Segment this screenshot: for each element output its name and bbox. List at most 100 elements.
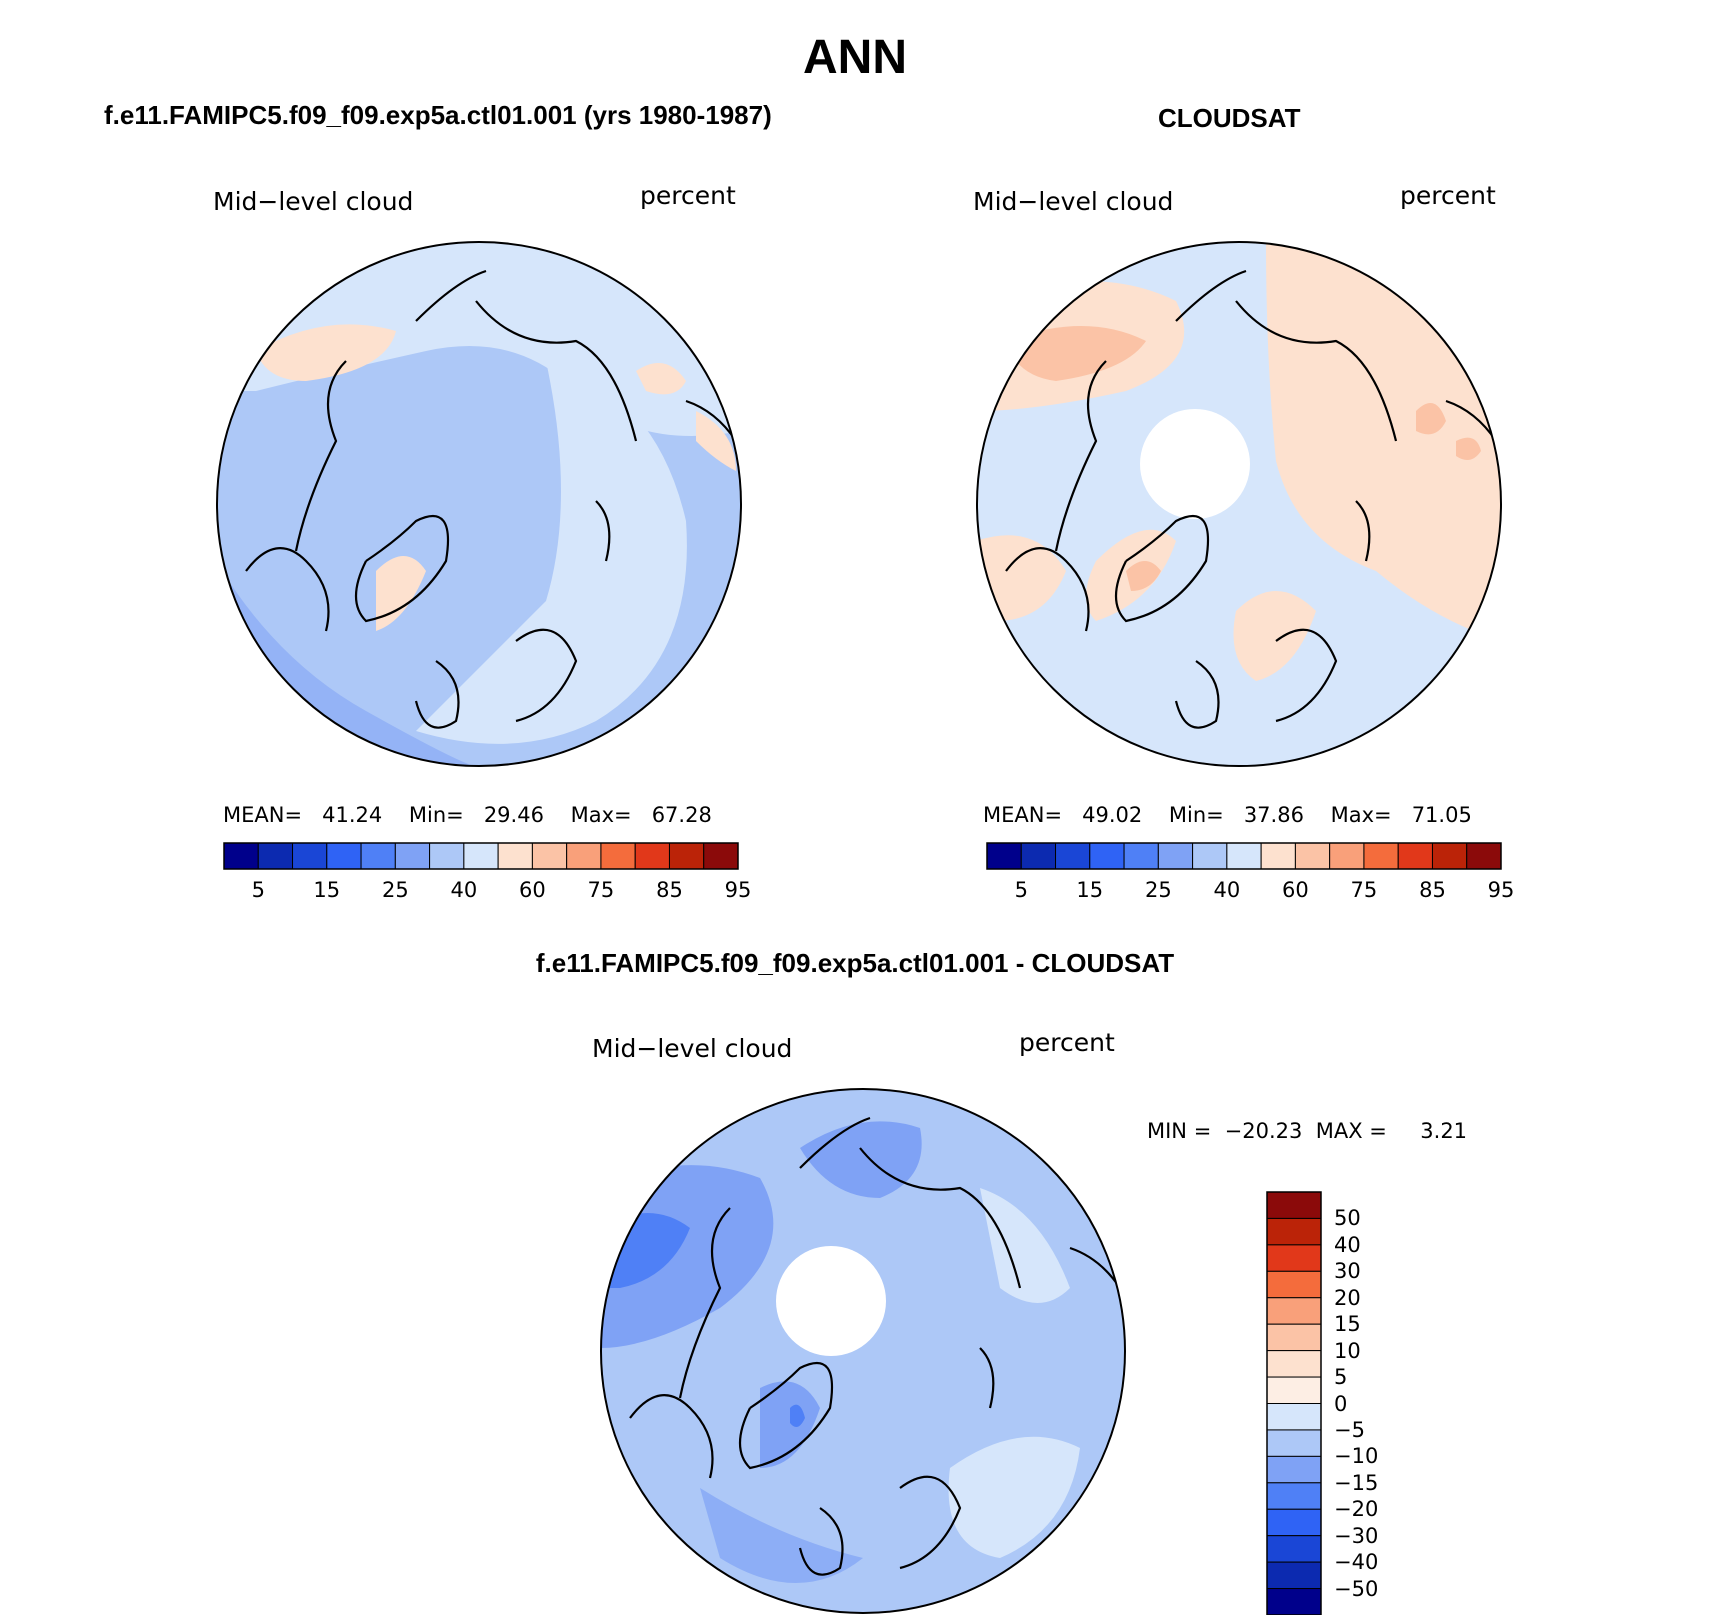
left-max-value: 67.28 xyxy=(651,803,712,827)
right-colorbar-box-6 xyxy=(1192,842,1228,870)
left-map-patch-3 xyxy=(696,411,736,471)
diff-map-missing-data-hole xyxy=(776,1246,886,1356)
diff-colorbar-box-1 xyxy=(1266,1217,1322,1246)
right-colorbar-box-12 xyxy=(1397,842,1433,870)
difference-panel-title: f.e11.FAMIPC5.f09_f09.exp5a.ctl01.001 - … xyxy=(535,948,1175,978)
left-colorbar-tick-label: 85 xyxy=(656,878,683,902)
diff-colorbar-box-2 xyxy=(1266,1244,1322,1272)
diff-variable-label: Mid−level cloud xyxy=(592,1034,793,1063)
figure-title: ANN xyxy=(803,31,907,84)
right-colorbar-tick-label: 5 xyxy=(1014,878,1028,902)
diff-colorbar-box-12 xyxy=(1266,1508,1322,1537)
diff-colorbar-box-4 xyxy=(1266,1297,1322,1325)
diff-colorbar-tick-label: 0 xyxy=(1334,1391,1348,1416)
left-colorbar-box-10 xyxy=(566,842,602,870)
left-stats: MEAN= 41.24 Min= 29.46 Max= 67.28 xyxy=(223,803,712,827)
diff-map-patch-northeast xyxy=(980,1188,1070,1303)
right-panel-title: CLOUDSAT xyxy=(1158,103,1301,133)
left-colorbar-box-0 xyxy=(223,842,259,870)
diff-colorbar-tick-label: −5 xyxy=(1334,1417,1365,1442)
difference-colorbar xyxy=(1266,1191,1322,1615)
right-colorbar-tick-label: 75 xyxy=(1350,878,1378,902)
diff-map-coastlines xyxy=(629,1116,1121,1576)
right-colorbar-tick-label: 40 xyxy=(1213,878,1241,902)
right-colorbar-tick-label: 25 xyxy=(1144,878,1172,902)
left-colorbar-box-3 xyxy=(326,842,362,870)
right-colorbar-box-0 xyxy=(986,842,1022,870)
right-map-patch-northwest-core xyxy=(1006,326,1146,381)
right-map-patch-east-core-2 xyxy=(1456,437,1481,460)
left-map-band-east xyxy=(416,361,687,744)
diff-colorbar-box-0 xyxy=(1266,1191,1322,1219)
diff-min-value: −20.23 xyxy=(1224,1119,1303,1143)
left-map-border xyxy=(216,241,742,767)
right-mean-label: MEAN= xyxy=(983,803,1063,827)
diff-colorbar-tick-label: 30 xyxy=(1334,1259,1361,1284)
diff-colorbar-outline xyxy=(1266,1191,1322,1615)
left-map-patch-4 xyxy=(376,556,426,631)
right-colorbar-tick-label: 85 xyxy=(1419,878,1446,902)
difference-polar-map xyxy=(600,1088,1126,1614)
right-colorbar-tick-label: 60 xyxy=(1282,878,1309,902)
left-polar-map xyxy=(216,241,742,767)
left-colorbar-box-8 xyxy=(497,842,533,870)
left-colorbar-tick-label: 95 xyxy=(724,878,752,902)
right-colorbar-box-2 xyxy=(1055,842,1091,870)
diff-colorbar-box-13 xyxy=(1266,1535,1322,1563)
left-colorbar-tick-label: 75 xyxy=(587,878,615,902)
diff-colorbar-box-6 xyxy=(1266,1350,1322,1378)
left-colorbar-box-4 xyxy=(360,842,396,870)
right-max-label: Max= xyxy=(1330,803,1392,827)
diff-map-patch-greenland-core xyxy=(790,1404,805,1427)
left-min-value: 29.46 xyxy=(483,803,544,827)
right-mean-value: 49.02 xyxy=(1082,803,1143,827)
diff-colorbar-tick-label: 10 xyxy=(1334,1338,1361,1363)
right-colorbar-box-13 xyxy=(1431,842,1468,870)
diff-map-patch-south xyxy=(700,1488,863,1583)
diff-map-patch-west xyxy=(601,1165,774,1348)
diff-colorbar-box-14 xyxy=(1266,1561,1322,1590)
right-min-label: Min= xyxy=(1168,803,1224,827)
left-mean-label: MEAN= xyxy=(223,803,303,827)
right-colorbar-box-7 xyxy=(1226,842,1262,870)
right-colorbar-box-9 xyxy=(1294,842,1331,870)
right-colorbar-box-3 xyxy=(1089,842,1125,870)
difference-colorbar-ticks: 50 40 30 20 15 10 5 0 −5 −10 −15 −20 −30 −40 −50 xyxy=(1334,1192,1404,1615)
right-map-coastlines xyxy=(1005,269,1497,729)
right-polar-map xyxy=(976,241,1502,767)
left-colorbar-box-9 xyxy=(531,842,568,870)
right-variable-label: Mid−level cloud xyxy=(973,187,1174,216)
right-colorbar-box-5 xyxy=(1157,842,1194,870)
left-colorbar-box-2 xyxy=(292,842,328,870)
diff-stats: MIN = −20.23 MAX = 3.21 xyxy=(1147,1119,1467,1143)
right-colorbar-tick-label: 95 xyxy=(1487,878,1515,902)
right-map-border xyxy=(976,241,1502,767)
left-colorbar-box-7 xyxy=(463,842,499,870)
diff-colorbar-tick-label: −40 xyxy=(1334,1550,1379,1575)
left-map-patch-1 xyxy=(256,324,396,381)
left-colorbar xyxy=(223,842,739,870)
diff-colorbar-tick-label: −20 xyxy=(1334,1497,1379,1522)
right-colorbar-tick-label: 15 xyxy=(1076,878,1104,902)
left-colorbar-outline xyxy=(223,842,739,870)
left-colorbar-ticks: 5 15 25 40 60 75 85 95 xyxy=(224,878,752,906)
right-stats: MEAN= 49.02 Min= 37.86 Max= 71.05 xyxy=(983,803,1472,827)
left-colorbar-box-11 xyxy=(600,842,636,870)
diff-colorbar-box-11 xyxy=(1266,1482,1322,1510)
right-units-label: percent xyxy=(1400,181,1496,210)
left-units-label: percent xyxy=(640,181,736,210)
left-colorbar-tick-label: 40 xyxy=(450,878,478,902)
right-colorbar xyxy=(986,842,1502,870)
right-colorbar-outline xyxy=(986,842,1502,870)
right-colorbar-box-10 xyxy=(1329,842,1365,870)
diff-colorbar-box-9 xyxy=(1266,1429,1322,1457)
left-colorbar-tick-label: 60 xyxy=(519,878,546,902)
diff-colorbar-box-15 xyxy=(1266,1588,1322,1615)
left-colorbar-box-6 xyxy=(429,842,465,870)
diff-colorbar-tick-label: 15 xyxy=(1334,1312,1361,1337)
diff-colorbar-tick-label: −10 xyxy=(1334,1444,1379,1469)
diff-colorbar-tick-label: 50 xyxy=(1334,1206,1361,1231)
diff-colorbar-box-8 xyxy=(1266,1403,1322,1431)
right-colorbar-ticks: 5 15 25 40 60 75 85 95 xyxy=(987,878,1515,906)
left-colorbar-box-13 xyxy=(668,842,705,870)
